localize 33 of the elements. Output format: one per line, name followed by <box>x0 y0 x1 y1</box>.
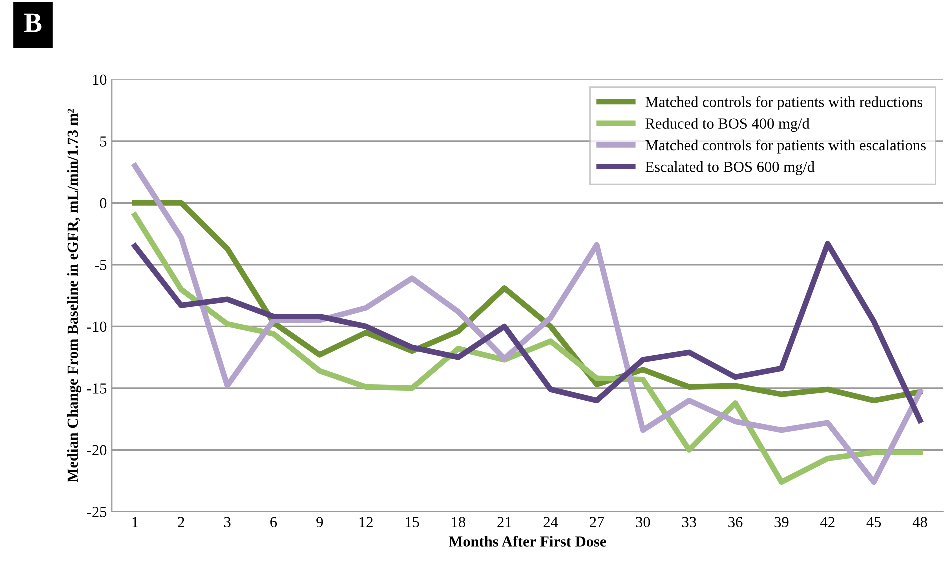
x-tick-label: 42 <box>820 517 835 528</box>
x-tick-label: 15 <box>406 517 420 528</box>
x-tick-label: 39 <box>774 517 789 528</box>
y-tick-label: -15 <box>87 384 107 394</box>
x-tick-label: 27 <box>590 517 604 528</box>
y-tick-label: 10 <box>93 74 107 86</box>
x-tick-label: 18 <box>452 517 466 528</box>
x-tick-label: 30 <box>636 517 650 528</box>
x-tick-label: 1 <box>132 517 138 528</box>
x-tick-label: 6 <box>270 517 278 528</box>
x-tick-label: 45 <box>866 517 882 528</box>
legend-label: Matched controls for patients with reductions <box>646 96 923 110</box>
y-tick-label: 5 <box>100 136 107 147</box>
x-tick-label: 3 <box>224 517 231 528</box>
x-tick-label: 21 <box>498 517 512 528</box>
legend-label: Reduced to BOS 400 mg/d <box>646 118 810 132</box>
text: B <box>24 14 42 32</box>
x-tick-label: 33 <box>682 517 696 528</box>
y-tick-label: -10 <box>87 322 107 332</box>
legend-label: Matched controls for patients with escalations <box>646 140 926 154</box>
legend-label: Escalated to BOS 600 mg/d <box>646 161 815 176</box>
x-tick-label: 9 <box>316 517 324 528</box>
y-tick-label: -20 <box>87 445 107 456</box>
y-axis-title: Median Change From Baseline in eGFR, mL/min/1.73 m² <box>67 109 82 482</box>
y-tick-label: -25 <box>87 507 107 518</box>
x-tick-label: 12 <box>360 517 373 528</box>
y-tick-label: 0 <box>100 198 107 209</box>
x-tick-label: 48 <box>912 517 928 528</box>
x-tick-label: 36 <box>728 517 743 528</box>
x-axis-title: Months After First Dose <box>448 536 606 547</box>
x-tick-label: 2 <box>178 517 184 528</box>
y-tick-label: -5 <box>95 260 107 270</box>
x-tick-label: 24 <box>544 517 558 528</box>
